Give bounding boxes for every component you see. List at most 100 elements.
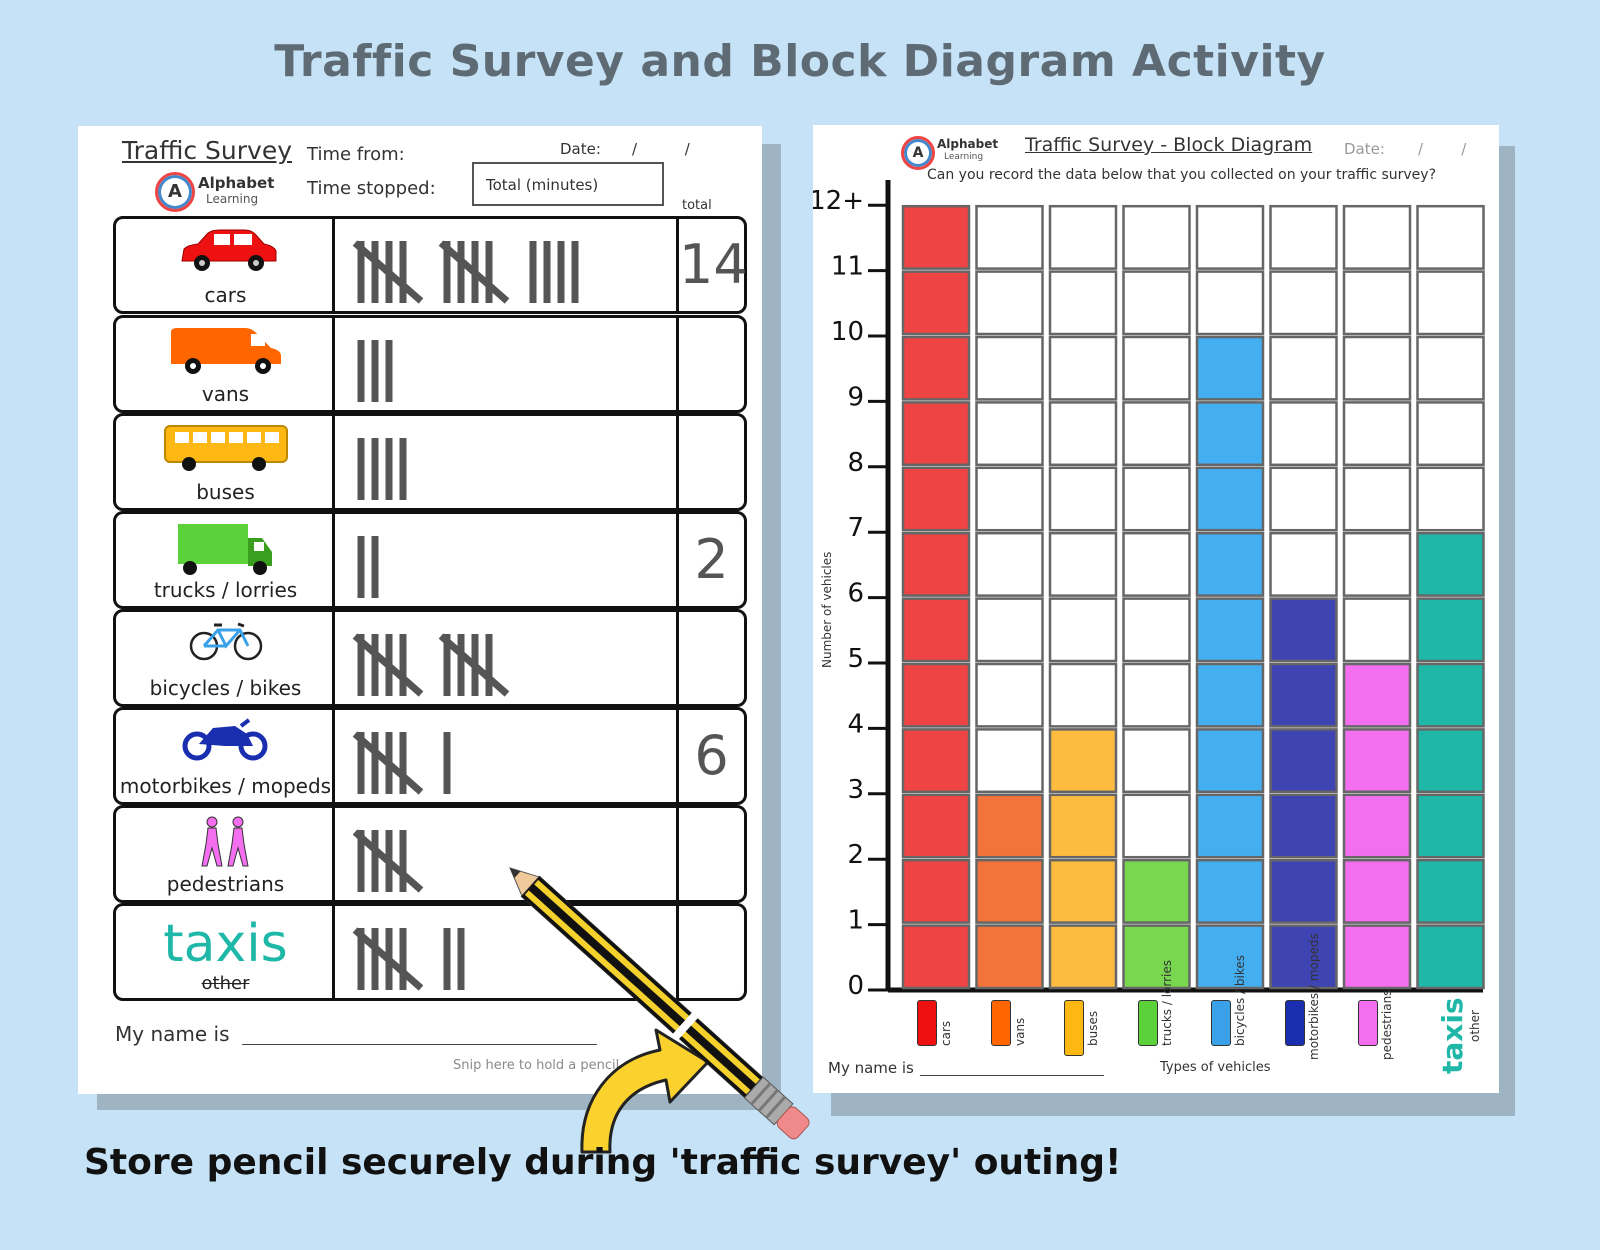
x-icon-0: [917, 1000, 937, 1046]
total-cell[interactable]: 2: [676, 514, 744, 606]
y-tick-label: 1: [847, 906, 864, 936]
x-icon-2: [1064, 1000, 1084, 1056]
filled-block: [1048, 858, 1118, 924]
tally-row-trucks-lorries: trucks / lorries 2: [113, 511, 747, 609]
x-tick-label-taxis: taxis: [1435, 997, 1469, 1074]
empty-block: [1048, 335, 1118, 401]
vehicle-label: vans: [201, 382, 250, 406]
page-title: Traffic Survey and Block Diagram Activit…: [274, 36, 1326, 87]
filled-block: [901, 335, 971, 401]
filled-block: [901, 858, 971, 924]
tally-marks: [352, 240, 579, 304]
empty-block: [1122, 728, 1191, 794]
filled-block: [901, 924, 971, 990]
filled-block: [1269, 597, 1338, 663]
filled-block: [975, 924, 1044, 990]
x-tick-label: trucks / lorries: [1159, 959, 1174, 1046]
tally-marks: [352, 829, 424, 893]
empty-block: [975, 662, 1044, 728]
bar-vans: [975, 204, 1044, 990]
tally-strike: [352, 633, 424, 697]
total-cell[interactable]: 6: [676, 710, 744, 802]
block-title: Traffic Survey - Block Diagram: [1025, 134, 1313, 156]
empty-block: [1269, 204, 1338, 270]
tally-strike: [352, 927, 424, 991]
x-tick-label: vans: [1012, 1017, 1027, 1046]
tally-row-motorbikes-mopeds: motorbikes / mopeds 6: [113, 707, 747, 805]
x-icon-5: [1284, 1000, 1305, 1046]
filled-block: [1195, 728, 1265, 794]
x-tick-label-other: other: [1467, 1010, 1482, 1042]
filled-block: [1269, 728, 1338, 794]
tally-row-bicycles-bikes: bicycles / bikes: [113, 609, 747, 707]
name-line[interactable]: [242, 1044, 597, 1045]
survey-title: Traffic Survey: [122, 136, 293, 165]
empty-block: [975, 401, 1044, 467]
empty-block: [1269, 401, 1338, 467]
empty-block: [975, 466, 1044, 532]
x-icon-3: [1137, 1000, 1158, 1046]
total-cell[interactable]: [676, 906, 744, 998]
vehicle-cell: buses: [116, 416, 335, 508]
filled-block: [1342, 662, 1412, 728]
y-tick-label: 7: [847, 513, 864, 543]
y-tick-label: 5: [847, 644, 864, 674]
empty-block: [1048, 204, 1118, 270]
block-diagram-chart: 0 1 2 3 4 5 6 7 8 9 10 11 12+: [813, 180, 1485, 1001]
tally-strike: [438, 633, 510, 697]
vehicle-cell: bicycles / bikes: [116, 612, 335, 704]
other-label: other: [201, 973, 250, 994]
block-name-line[interactable]: [920, 1075, 1104, 1076]
filled-block: [1048, 924, 1118, 990]
x-tick-label: bicycles / bikes: [1233, 955, 1247, 1046]
motorbike-icon: [116, 718, 335, 766]
tally-strike: [352, 829, 424, 893]
filled-block: [1048, 728, 1118, 794]
empty-block: [1342, 204, 1412, 270]
x-tick-label: cars: [939, 1020, 953, 1046]
tally-strike: [352, 240, 424, 304]
filled-block: [1269, 858, 1338, 924]
total-cell[interactable]: [676, 416, 744, 508]
filled-block: [975, 858, 1044, 924]
filled-block: [1416, 728, 1485, 794]
tally-marks: [357, 438, 407, 500]
vehicle-label: pedestrians: [166, 872, 285, 896]
total-cell[interactable]: 14: [676, 219, 748, 311]
filled-block: [1195, 466, 1265, 532]
x-icon-1: [990, 1000, 1011, 1046]
empty-block: [1122, 270, 1191, 336]
time-from-label: Time from:: [307, 144, 405, 165]
filled-block: [1122, 858, 1191, 924]
total-cell[interactable]: [676, 612, 744, 704]
x-icon-4: [1211, 1000, 1231, 1046]
empty-block: [1122, 531, 1191, 597]
footer-note: Store pencil securely during 'traffic su…: [84, 1142, 1122, 1183]
empty-block: [1122, 662, 1191, 728]
total-minutes-field[interactable]: Total (minutes): [472, 162, 664, 206]
brand-name: Alphabet: [198, 174, 275, 192]
filled-block: [1269, 793, 1338, 859]
vehicle-label: cars: [204, 283, 247, 307]
empty-block: [1122, 793, 1191, 859]
empty-block: [1416, 270, 1485, 336]
y-tick-label: 6: [847, 579, 864, 609]
empty-block: [1416, 335, 1485, 401]
taxis-label: taxis: [163, 914, 288, 974]
filled-block: [1416, 793, 1485, 859]
total-cell[interactable]: [676, 318, 744, 410]
total-cell[interactable]: [676, 808, 744, 900]
empty-block: [1269, 466, 1338, 532]
vehicle-cell: taxis other: [116, 906, 335, 998]
empty-block: [1122, 466, 1191, 532]
empty-block: [975, 531, 1044, 597]
snip-note: Snip here to hold a pencil: [453, 1058, 620, 1073]
filled-block: [901, 662, 971, 728]
tally-row-buses: buses: [113, 413, 747, 511]
tally-row-vans: vans: [113, 315, 747, 413]
bar-buses: [1048, 204, 1118, 990]
empty-block: [1195, 270, 1265, 336]
empty-block: [975, 270, 1044, 336]
y-tick-label: 10: [831, 317, 864, 347]
tally-row-cars: cars 14: [113, 216, 748, 314]
